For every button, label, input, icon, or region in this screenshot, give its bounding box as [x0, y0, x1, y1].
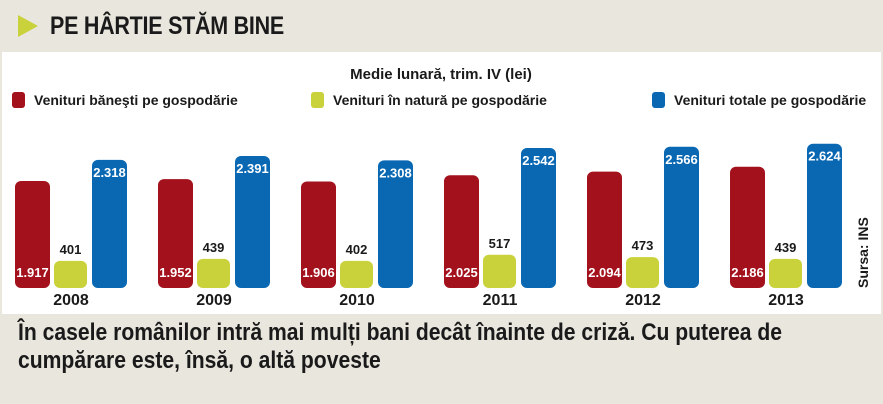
x-tick-label: 2009	[196, 292, 232, 309]
bar	[235, 155, 270, 288]
data-label: 2.025	[445, 265, 478, 280]
bar	[54, 260, 87, 288]
data-label: 2.624	[808, 149, 841, 164]
bar	[15, 180, 50, 288]
data-label: 2.094	[588, 265, 621, 280]
x-tick-label: 2011	[483, 292, 518, 309]
bars: 1.917 401 2.318 1.952 439 2.391 1.906 402 2.308 2…	[15, 143, 842, 288]
data-label: 2.566	[665, 152, 698, 167]
bar	[626, 257, 659, 288]
bar	[483, 254, 516, 288]
data-label: 2.186	[731, 265, 764, 280]
data-label: 1.917	[16, 265, 49, 280]
chart-title: Medie lunară, trim. IV (lei)	[350, 66, 532, 83]
bar	[92, 159, 127, 288]
page-title: PE HÂRTIE STĂM BINE	[50, 12, 285, 40]
x-axis-labels: 2008 2009 2010 2011 2012 2013	[53, 292, 804, 309]
legend-label: Venituri totale pe gospodărie	[674, 92, 866, 108]
legend-swatch	[311, 92, 324, 108]
bar	[521, 148, 556, 288]
bar	[730, 166, 765, 288]
legend-label: Venituri în natură pe gospodărie	[333, 92, 547, 108]
chart: Medie lunară, trim. IV (lei) Venituri bă…	[12, 66, 871, 309]
bar	[587, 171, 622, 288]
x-tick-label: 2013	[768, 292, 804, 309]
legend-item: Venituri totale pe gospodărie	[652, 92, 866, 108]
title-marker-icon	[18, 15, 38, 37]
bar	[769, 258, 802, 288]
data-label: 439	[203, 240, 225, 255]
bar	[444, 175, 479, 288]
x-tick-label: 2010	[339, 292, 375, 309]
x-tick-label: 2008	[53, 292, 89, 309]
data-label: 473	[632, 238, 654, 253]
legend-item: Venituri băneşti pe gospodărie	[12, 92, 238, 108]
bar	[158, 179, 193, 288]
x-tick-label: 2012	[625, 292, 661, 309]
data-label: 2.308	[379, 165, 412, 180]
data-label: 517	[489, 236, 511, 251]
data-label: 2.542	[522, 153, 555, 168]
header: PE HÂRTIE STĂM BINE	[0, 0, 883, 52]
data-label: 402	[346, 242, 368, 257]
bar	[807, 143, 842, 288]
legend-swatch	[652, 92, 665, 108]
data-label: 439	[775, 240, 797, 255]
bar	[301, 181, 336, 288]
bar	[197, 258, 230, 288]
caption: În casele românilor intră mai mulți bani…	[18, 319, 783, 374]
data-label: 1.906	[302, 265, 335, 280]
chart-panel: Medie lunară, trim. IV (lei) Venituri bă…	[2, 52, 881, 314]
legend-item: Venituri în natură pe gospodărie	[311, 92, 547, 108]
legend-label: Venituri băneşti pe gospodărie	[34, 92, 238, 108]
legend: Venituri băneşti pe gospodărie Venituri î…	[12, 92, 866, 108]
data-label: 1.952	[159, 265, 192, 280]
bar	[340, 260, 373, 288]
data-label: 2.391	[236, 161, 269, 176]
data-label: 401	[60, 242, 82, 257]
source-note: Sursa: INS	[855, 217, 871, 288]
legend-swatch	[12, 92, 25, 108]
data-label: 2.318	[93, 165, 126, 180]
bar	[378, 160, 413, 288]
bar	[664, 146, 699, 288]
